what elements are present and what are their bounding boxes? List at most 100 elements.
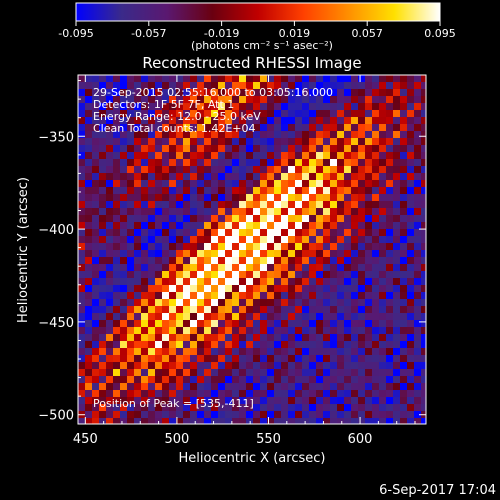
heatmap-cell: [99, 215, 107, 223]
heatmap-cell: [260, 397, 268, 405]
heatmap-cell: [344, 82, 352, 90]
heatmap-cell: [365, 313, 373, 321]
heatmap-cell: [267, 264, 275, 272]
heatmap-cell: [386, 131, 394, 139]
heatmap-cell: [274, 271, 282, 279]
heatmap-cell: [281, 208, 289, 216]
heatmap-cells: [78, 75, 426, 424]
heatmap-cell: [351, 348, 359, 356]
heatmap-cell: [197, 236, 205, 244]
heatmap-cell: [281, 376, 289, 384]
heatmap-cell: [232, 383, 240, 391]
heatmap-cell: [239, 208, 247, 216]
heatmap-cell: [344, 278, 352, 286]
heatmap-cell: [127, 292, 135, 300]
heatmap-cell: [176, 110, 184, 118]
heatmap-cell: [323, 173, 331, 181]
heatmap-cell: [211, 166, 219, 174]
heatmap-cell: [148, 89, 156, 97]
heatmap-cell: [358, 404, 366, 412]
heatmap-cell: [302, 208, 310, 216]
heatmap-cell: [414, 138, 422, 146]
heatmap-cell: [414, 404, 422, 412]
heatmap-cell: [323, 411, 331, 419]
heatmap-cell: [197, 194, 205, 202]
heatmap-cell: [379, 96, 387, 104]
heatmap-cell: [330, 264, 338, 272]
heatmap-cell: [351, 327, 359, 335]
heatmap-cell: [358, 96, 366, 104]
heatmap-cell: [197, 264, 205, 272]
heatmap-cell: [302, 341, 310, 349]
heatmap-cell: [190, 215, 198, 223]
heatmap-cell: [421, 299, 426, 307]
heatmap-cell: [155, 138, 163, 146]
heatmap-cell: [120, 96, 128, 104]
heatmap-cell: [190, 362, 198, 370]
heatmap-cell: [379, 320, 387, 328]
heatmap-cell: [183, 96, 191, 104]
heatmap-cell: [337, 194, 345, 202]
heatmap-cell: [393, 334, 401, 342]
heatmap-cell: [372, 131, 380, 139]
heatmap-cell: [267, 292, 275, 300]
heatmap-cell: [162, 187, 170, 195]
heatmap-cell: [365, 236, 373, 244]
heatmap-cell: [393, 327, 401, 335]
heatmap-cell: [372, 306, 380, 314]
heatmap-cell: [330, 103, 338, 111]
heatmap-cell: [120, 124, 128, 132]
heatmap-cell: [148, 292, 156, 300]
heatmap-cell: [218, 166, 226, 174]
heatmap-cell: [379, 418, 387, 424]
heatmap-cell: [393, 320, 401, 328]
heatmap-cell: [218, 117, 226, 125]
heatmap-cell: [337, 152, 345, 160]
heatmap-cell: [407, 96, 415, 104]
heatmap-cell: [204, 264, 212, 272]
heatmap-cell: [106, 341, 114, 349]
heatmap-cell: [386, 341, 394, 349]
heatmap-cell: [141, 306, 149, 314]
heatmap-cell: [295, 131, 303, 139]
heatmap-cell: [246, 215, 254, 223]
heatmap-cell: [407, 299, 415, 307]
heatmap-cell: [141, 257, 149, 265]
heatmap-cell: [190, 348, 198, 356]
heatmap-cell: [260, 271, 268, 279]
heatmap-cell: [288, 229, 296, 237]
heatmap-cell: [190, 194, 198, 202]
heatmap-cell: [274, 383, 282, 391]
heatmap-cell: [85, 390, 93, 398]
heatmap-cell: [421, 96, 426, 104]
heatmap-cell: [253, 75, 261, 83]
heatmap-cell: [365, 264, 373, 272]
heatmap-cell: [393, 208, 401, 216]
heatmap-cell: [78, 383, 86, 391]
heatmap-cell: [239, 327, 247, 335]
heatmap-cell: [211, 201, 219, 209]
heatmap-cell: [295, 166, 303, 174]
heatmap-cell: [120, 187, 128, 195]
heatmap-cell: [302, 313, 310, 321]
heatmap-cell: [323, 264, 331, 272]
heatmap-cell: [225, 187, 233, 195]
heatmap-cell: [372, 348, 380, 356]
heatmap-cell: [414, 341, 422, 349]
heatmap-cell: [92, 264, 100, 272]
heatmap-cell: [379, 341, 387, 349]
heatmap-cell: [407, 236, 415, 244]
heatmap-cell: [176, 145, 184, 153]
heatmap-cell: [421, 117, 426, 125]
heatmap-cell: [162, 250, 170, 258]
heatmap-cell: [204, 194, 212, 202]
heatmap-cell: [393, 348, 401, 356]
heatmap-cell: [288, 285, 296, 293]
heatmap-cell: [127, 257, 135, 265]
heatmap-cell: [183, 152, 191, 160]
heatmap-cell: [414, 103, 422, 111]
heatmap-cell: [253, 103, 261, 111]
heatmap-cell: [386, 159, 394, 167]
heatmap-cell: [190, 285, 198, 293]
heatmap-cell: [288, 362, 296, 370]
